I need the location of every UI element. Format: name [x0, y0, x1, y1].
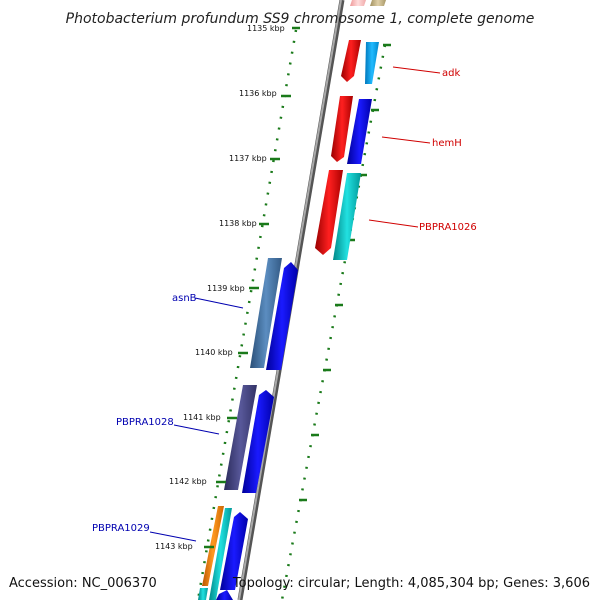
gene-label-PBPRA1028: PBPRA1028: [116, 417, 174, 428]
outer-dotted-ring: [280, 44, 387, 601]
tick-1135: 1135 kbp: [247, 24, 300, 33]
tick-1142: 1142 kbp: [169, 477, 226, 486]
gene-arrow-top-tan: [370, 0, 386, 6]
gene-arrow-asnB: [250, 258, 282, 368]
tick-label: 1142 kbp: [169, 477, 207, 486]
gene-callout-adk: [392, 66, 441, 74]
gene-label-adk: adk: [442, 68, 460, 79]
tick-1136: 1136 kbp: [239, 89, 291, 98]
gene-callout-PBPRA1028: [173, 424, 220, 435]
gene-arrow-asnB-cds: [266, 262, 298, 370]
gene-callout-PBPRA1026: [368, 219, 419, 228]
gene-arrow-hemH: [331, 96, 353, 162]
tick-label: 1135 kbp: [247, 24, 285, 33]
gene-arrow-PBPRA1028-cds: [242, 390, 274, 493]
gene-arrow-bottom-cyan-partial: [198, 588, 208, 600]
gene-callout-hemH: [381, 136, 431, 144]
tick-label: 1140 kbp: [195, 348, 233, 357]
top-partial-features: [350, 0, 386, 6]
tick-label: 1137 kbp: [229, 154, 267, 163]
gene-arrow-PBPRA1026-cds: [333, 173, 361, 260]
footer-accession: Accession: NC_006370: [9, 576, 157, 591]
tick-1138: 1138 kbp: [219, 219, 269, 228]
tick-1137: 1137 kbp: [229, 154, 280, 163]
gene-arrow-adk-cds: [365, 42, 379, 84]
tick-1143: 1143 kbp: [155, 542, 214, 551]
gene-PBPRA1026[interactable]: PBPRA1026: [315, 170, 477, 260]
tick-1141: 1141 kbp: [183, 413, 237, 422]
tick-label: 1141 kbp: [183, 413, 221, 422]
gene-arrow-adk: [341, 40, 361, 82]
gene-callout-asnB: [194, 297, 244, 309]
footer-summary: Topology: circular; Length: 4,085,304 bp…: [232, 576, 590, 591]
gene-hemH[interactable]: hemH: [331, 96, 462, 164]
gene-arrow-hemH-cds: [347, 99, 372, 164]
gene-PBPRA1028[interactable]: PBPRA1028: [116, 385, 274, 493]
gene-adk[interactable]: adk: [341, 40, 460, 84]
gene-arrow-PBPRA1026: [315, 170, 343, 255]
gene-label-PBPRA1026: PBPRA1026: [419, 222, 477, 233]
tick-1140: 1140 kbp: [195, 348, 248, 357]
tick-label: 1139 kbp: [207, 284, 245, 293]
gene-asnB[interactable]: asnB: [172, 258, 298, 370]
tick-label: 1143 kbp: [155, 542, 193, 551]
gene-arrow-top-pink: [350, 0, 366, 6]
gene-label-hemH: hemH: [432, 138, 462, 149]
tick-label: 1138 kbp: [219, 219, 257, 228]
tick-label: 1136 kbp: [239, 89, 277, 98]
gene-arrow-PBPRA1028: [224, 385, 257, 490]
gene-arrow-PBPRA1029-cds2: [220, 512, 248, 590]
tick-1139: 1139 kbp: [207, 284, 259, 293]
map-title: Photobacterium profundum SS9 chromosome …: [66, 11, 535, 27]
gene-label-PBPRA1029: PBPRA1029: [92, 523, 150, 534]
gene-arrow-PBPRA1029-cds: [209, 508, 232, 600]
gene-label-asnB: asnB: [172, 293, 197, 304]
gene-callout-PBPRA1029: [149, 531, 197, 542]
gene-arrow-bottom-partial: [216, 590, 233, 600]
